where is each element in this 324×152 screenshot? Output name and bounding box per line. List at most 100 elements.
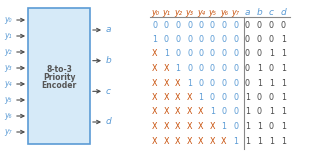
Text: 0: 0 <box>269 122 274 131</box>
Text: X: X <box>175 93 181 102</box>
Text: X: X <box>187 107 192 116</box>
Text: 1: 1 <box>281 35 286 44</box>
Text: 1: 1 <box>269 136 274 145</box>
Text: 1: 1 <box>269 78 274 88</box>
Text: y₆: y₆ <box>220 8 228 17</box>
Text: X: X <box>175 122 181 131</box>
Text: 0: 0 <box>269 35 274 44</box>
Text: 1: 1 <box>245 122 250 131</box>
Text: 1: 1 <box>176 64 180 73</box>
Text: 0: 0 <box>222 93 226 102</box>
Text: 0: 0 <box>281 21 286 29</box>
Text: 0: 0 <box>222 64 226 73</box>
Text: 0: 0 <box>233 50 238 59</box>
Text: 0: 0 <box>245 78 250 88</box>
Text: 0: 0 <box>269 21 274 29</box>
Text: 0: 0 <box>257 107 262 116</box>
Text: X: X <box>175 136 181 145</box>
Text: 0: 0 <box>164 35 169 44</box>
Text: y₃: y₃ <box>186 8 193 17</box>
Text: 0: 0 <box>233 93 238 102</box>
Text: y₁: y₁ <box>5 31 12 40</box>
Text: 1: 1 <box>245 136 250 145</box>
Text: X: X <box>164 78 169 88</box>
Text: X: X <box>198 107 204 116</box>
Text: b: b <box>106 56 112 65</box>
Text: 0: 0 <box>164 21 169 29</box>
Text: 1: 1 <box>281 64 286 73</box>
Text: X: X <box>152 93 158 102</box>
Text: X: X <box>164 107 169 116</box>
Text: 1: 1 <box>245 107 250 116</box>
Text: y₆: y₆ <box>5 112 12 121</box>
Text: 0: 0 <box>245 50 250 59</box>
Text: Encoder: Encoder <box>41 81 76 90</box>
Text: 1: 1 <box>164 50 169 59</box>
Text: y₃: y₃ <box>5 64 12 73</box>
Text: X: X <box>164 136 169 145</box>
Text: X: X <box>221 136 227 145</box>
Text: 0: 0 <box>210 50 215 59</box>
Text: X: X <box>187 93 192 102</box>
Text: y₅: y₅ <box>209 8 216 17</box>
Text: 1: 1 <box>199 93 203 102</box>
Text: X: X <box>198 136 204 145</box>
Text: 1: 1 <box>257 122 262 131</box>
Text: 0: 0 <box>233 122 238 131</box>
Text: 0: 0 <box>222 78 226 88</box>
Text: X: X <box>187 122 192 131</box>
Text: 0: 0 <box>199 21 203 29</box>
Text: b: b <box>256 8 262 17</box>
Text: 0: 0 <box>233 78 238 88</box>
Text: X: X <box>164 122 169 131</box>
Text: 1: 1 <box>257 78 262 88</box>
Text: 1: 1 <box>233 136 238 145</box>
Text: 1: 1 <box>257 136 262 145</box>
Text: 1: 1 <box>281 93 286 102</box>
Text: 0: 0 <box>257 35 262 44</box>
Text: X: X <box>187 136 192 145</box>
Text: X: X <box>198 122 204 131</box>
Text: 0: 0 <box>222 107 226 116</box>
Text: y₂: y₂ <box>174 8 182 17</box>
Text: X: X <box>152 78 158 88</box>
Text: y₁: y₁ <box>163 8 170 17</box>
Text: X: X <box>175 107 181 116</box>
Text: 0: 0 <box>245 64 250 73</box>
Text: 0: 0 <box>233 107 238 116</box>
Text: 0: 0 <box>176 35 180 44</box>
Text: 0: 0 <box>199 35 203 44</box>
Text: X: X <box>164 93 169 102</box>
Text: X: X <box>152 136 158 145</box>
Text: 0: 0 <box>210 78 215 88</box>
Text: 1: 1 <box>153 35 157 44</box>
Text: X: X <box>152 64 158 73</box>
Text: X: X <box>210 136 215 145</box>
Text: 1: 1 <box>281 122 286 131</box>
Text: d: d <box>106 117 112 126</box>
Text: 0: 0 <box>257 50 262 59</box>
Text: 0: 0 <box>257 93 262 102</box>
Text: 1: 1 <box>281 107 286 116</box>
Text: 0: 0 <box>187 21 192 29</box>
Text: 0: 0 <box>222 35 226 44</box>
Text: 1: 1 <box>187 78 192 88</box>
Text: a: a <box>245 8 250 17</box>
Text: 0: 0 <box>210 64 215 73</box>
Text: 0: 0 <box>210 21 215 29</box>
Text: 0: 0 <box>233 35 238 44</box>
Text: a: a <box>106 26 111 35</box>
Text: 0: 0 <box>210 93 215 102</box>
Text: y₇: y₇ <box>232 8 239 17</box>
Text: 0: 0 <box>153 21 157 29</box>
Text: d: d <box>280 8 286 17</box>
Text: X: X <box>210 122 215 131</box>
Text: 0: 0 <box>222 50 226 59</box>
Text: y₇: y₇ <box>5 128 12 136</box>
Text: 1: 1 <box>281 50 286 59</box>
Text: 0: 0 <box>199 64 203 73</box>
Text: 0: 0 <box>257 21 262 29</box>
Text: 1: 1 <box>281 136 286 145</box>
Text: 0: 0 <box>233 21 238 29</box>
Text: 1: 1 <box>245 93 250 102</box>
